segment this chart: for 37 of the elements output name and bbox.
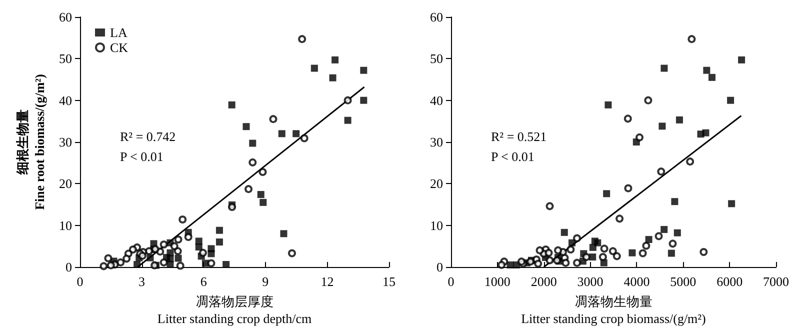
y-tick-label: 30 <box>59 134 72 150</box>
x-tick-label: 5000 <box>670 274 696 289</box>
y-tick-label: 50 <box>59 51 72 66</box>
y-tick-label: 20 <box>59 176 72 192</box>
y-tick-label: 20 <box>430 176 443 192</box>
legend-label: LA <box>110 25 128 40</box>
y-tick-label: 60 <box>59 10 72 24</box>
annotation: R² = 0.521 <box>491 129 547 144</box>
y-tick-label: 10 <box>59 218 72 233</box>
legend-label: CK <box>110 40 129 55</box>
y-tick-label: 10 <box>430 218 443 233</box>
annotation: P < 0.01 <box>120 149 164 164</box>
annotation: P < 0.01 <box>491 149 534 164</box>
x-axis-title: 凋落物生物量 Litter standing crop biomass/(g/m²) <box>521 294 706 326</box>
x-tick-label: 1000 <box>484 274 510 289</box>
y-tick-label: 50 <box>430 51 443 66</box>
x-axis-title: 凋落物层厚度 Litter standing crop depth/cm <box>157 294 312 326</box>
y-tick-label: 40 <box>59 92 72 108</box>
x-tick-label: 0 <box>76 274 84 289</box>
y-tick-label: 0 <box>436 260 443 274</box>
y-tick-label: 60 <box>430 10 443 24</box>
x-tick-label: 2000 <box>530 274 557 289</box>
x-tick-label: 0 <box>448 274 454 289</box>
x-tick-label: 6 <box>200 274 208 289</box>
y-tick-label: 0 <box>66 260 72 274</box>
x-tick-label: 3000 <box>577 274 604 289</box>
y-tick-label: 30 <box>430 134 443 150</box>
y-tick-label: 40 <box>430 92 443 108</box>
x-tick-label: 7000 <box>763 274 789 289</box>
x-tick-label: 6000 <box>716 274 743 289</box>
x-tick-label: 12 <box>320 274 334 289</box>
x-tick-label: 9 <box>262 274 269 289</box>
annotation: R² = 0.742 <box>120 129 176 144</box>
x-tick-label: 3 <box>138 274 146 289</box>
x-tick-label: 4000 <box>624 274 650 289</box>
x-tick-label: 15 <box>382 274 396 289</box>
y-axis-title: 细根生物量 Fine root biomass/(g/m²) <box>15 74 48 210</box>
